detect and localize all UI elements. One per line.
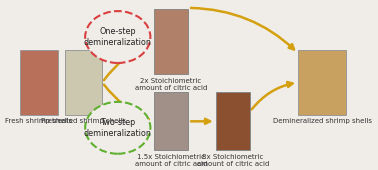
Bar — [298, 50, 346, 115]
Text: Two-step
demineralization: Two-step demineralization — [84, 118, 152, 138]
Bar — [154, 92, 188, 150]
Bar — [154, 10, 188, 74]
Ellipse shape — [85, 102, 150, 154]
Text: One-step
demineralization: One-step demineralization — [84, 27, 152, 47]
Text: Fresh shrimp shells: Fresh shrimp shells — [5, 118, 73, 124]
Bar — [65, 50, 102, 115]
Text: 2x Stoichiometric
amount of citric acid: 2x Stoichiometric amount of citric acid — [135, 78, 207, 91]
Text: 1.5x Stoichiometric
amount of citric acid: 1.5x Stoichiometric amount of citric aci… — [135, 154, 207, 167]
Text: Demineralized shrimp shells: Demineralized shrimp shells — [273, 118, 372, 124]
Bar — [20, 50, 58, 115]
Bar — [215, 92, 250, 150]
Text: Pretreated shrimp shells: Pretreated shrimp shells — [41, 118, 126, 124]
Text: 8x Stoichiometric
amount of citric acid: 8x Stoichiometric amount of citric acid — [197, 154, 269, 167]
Ellipse shape — [85, 11, 150, 63]
